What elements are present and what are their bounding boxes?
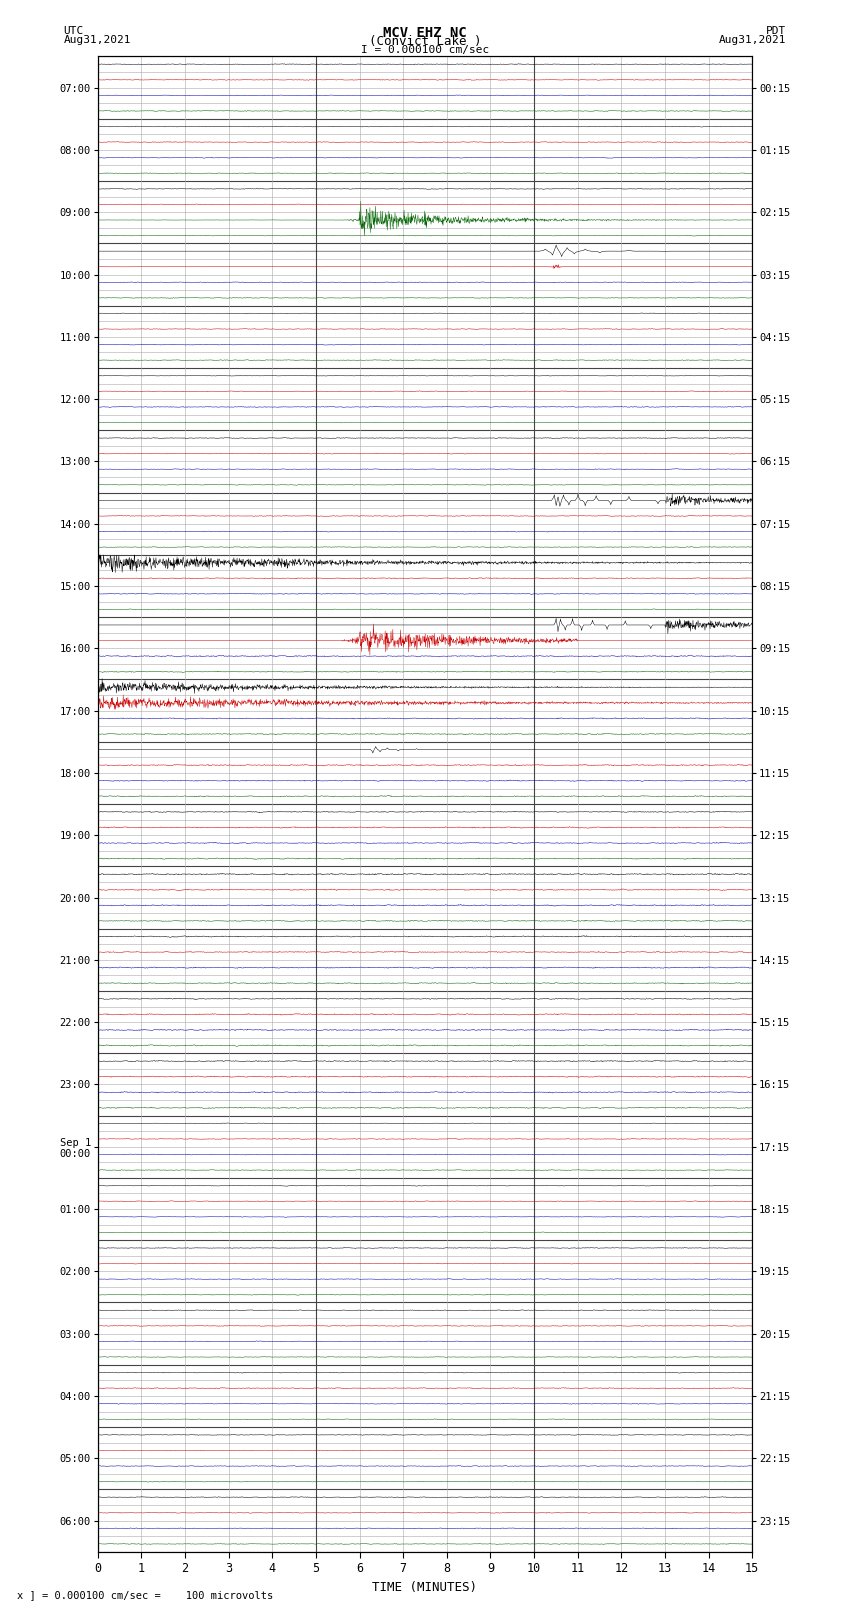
Text: MCV EHZ NC: MCV EHZ NC	[383, 26, 467, 40]
Text: x ] = 0.000100 cm/sec =    100 microvolts: x ] = 0.000100 cm/sec = 100 microvolts	[17, 1590, 273, 1600]
Text: Aug31,2021: Aug31,2021	[64, 35, 131, 45]
X-axis label: TIME (MINUTES): TIME (MINUTES)	[372, 1581, 478, 1594]
Text: PDT: PDT	[766, 26, 786, 35]
Text: Aug31,2021: Aug31,2021	[719, 35, 786, 45]
Text: (Convict Lake ): (Convict Lake )	[369, 35, 481, 48]
Text: I = 0.000100 cm/sec: I = 0.000100 cm/sec	[361, 45, 489, 55]
Text: UTC: UTC	[64, 26, 84, 35]
